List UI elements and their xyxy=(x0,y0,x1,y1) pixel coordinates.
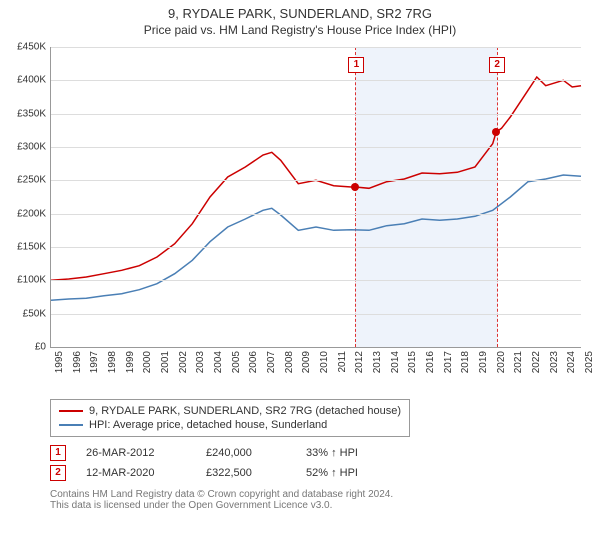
footer-line-2: This data is licensed under the Open Gov… xyxy=(50,500,590,511)
sale-date: 26-MAR-2012 xyxy=(86,447,186,459)
y-axis-label: £250K xyxy=(6,175,46,186)
gridline xyxy=(51,114,581,115)
gridline xyxy=(51,147,581,148)
x-axis-label: 2014 xyxy=(390,351,401,373)
footer: Contains HM Land Registry data © Crown c… xyxy=(50,489,590,511)
y-axis-label: £450K xyxy=(6,42,46,53)
sale-index-box: 1 xyxy=(50,445,66,461)
y-axis-label: £400K xyxy=(6,75,46,86)
sale-row: 2 12-MAR-2020 £322,500 52% ↑ HPI xyxy=(50,463,590,483)
series-property xyxy=(51,77,581,280)
sale-price: £240,000 xyxy=(206,447,286,459)
legend-swatch xyxy=(59,424,83,426)
x-axis-label: 2001 xyxy=(160,351,171,373)
title-block: 9, RYDALE PARK, SUNDERLAND, SR2 7RG Pric… xyxy=(10,6,590,37)
x-axis-label: 2006 xyxy=(248,351,259,373)
sale-date: 12-MAR-2020 xyxy=(86,467,186,479)
x-axis-label: 2024 xyxy=(566,351,577,373)
gridline xyxy=(51,314,581,315)
x-axis-label: 2003 xyxy=(195,351,206,373)
legend-swatch xyxy=(59,410,83,412)
x-axis-label: 1998 xyxy=(107,351,118,373)
x-axis-label: 2019 xyxy=(478,351,489,373)
y-axis-label: £200K xyxy=(6,208,46,219)
sale-delta: 52% ↑ HPI xyxy=(306,467,358,479)
sale-price: £322,500 xyxy=(206,467,286,479)
sale-marker-dot xyxy=(492,128,500,136)
x-axis-label: 2016 xyxy=(425,351,436,373)
line-layer xyxy=(51,47,581,347)
sale-delta: 33% ↑ HPI xyxy=(306,447,358,459)
x-axis-label: 2018 xyxy=(460,351,471,373)
x-axis-label: 2005 xyxy=(231,351,242,373)
y-axis-label: £300K xyxy=(6,142,46,153)
title-address: 9, RYDALE PARK, SUNDERLAND, SR2 7RG xyxy=(10,6,590,21)
x-axis-label: 2015 xyxy=(407,351,418,373)
x-axis-label: 2025 xyxy=(584,351,595,373)
x-axis-label: 2002 xyxy=(178,351,189,373)
sale-marker-label: 2 xyxy=(489,57,505,73)
y-axis-label: £0 xyxy=(6,342,46,353)
x-axis-label: 2004 xyxy=(213,351,224,373)
x-axis-label: 2009 xyxy=(301,351,312,373)
gridline xyxy=(51,180,581,181)
x-axis-label: 2017 xyxy=(443,351,454,373)
x-axis-label: 2020 xyxy=(496,351,507,373)
y-axis-label: £350K xyxy=(6,108,46,119)
gridline xyxy=(51,247,581,248)
x-axis-label: 1999 xyxy=(125,351,136,373)
gridline xyxy=(51,47,581,48)
gridline xyxy=(51,280,581,281)
y-axis-label: £100K xyxy=(6,275,46,286)
sale-row: 1 26-MAR-2012 £240,000 33% ↑ HPI xyxy=(50,443,590,463)
x-axis-label: 2022 xyxy=(531,351,542,373)
footer-line-1: Contains HM Land Registry data © Crown c… xyxy=(50,489,590,500)
y-axis-label: £150K xyxy=(6,242,46,253)
x-axis-label: 2011 xyxy=(337,351,348,373)
plot-area: 12 xyxy=(50,47,581,348)
x-axis-label: 1997 xyxy=(89,351,100,373)
x-axis-label: 1995 xyxy=(54,351,65,373)
legend-label: HPI: Average price, detached house, Sund… xyxy=(89,419,327,431)
x-axis-label: 2021 xyxy=(513,351,524,373)
title-subtitle: Price paid vs. HM Land Registry's House … xyxy=(10,23,590,37)
x-axis-label: 2000 xyxy=(142,351,153,373)
legend: 9, RYDALE PARK, SUNDERLAND, SR2 7RG (det… xyxy=(50,399,410,437)
chart-container: 9, RYDALE PARK, SUNDERLAND, SR2 7RG Pric… xyxy=(0,0,600,517)
x-axis-label: 2008 xyxy=(284,351,295,373)
x-axis-label: 2010 xyxy=(319,351,330,373)
gridline xyxy=(51,214,581,215)
x-axis-label: 2013 xyxy=(372,351,383,373)
sales-list: 1 26-MAR-2012 £240,000 33% ↑ HPI 2 12-MAR-202… xyxy=(50,443,590,483)
sale-marker-label: 1 xyxy=(348,57,364,73)
sale-marker-dot xyxy=(351,183,359,191)
x-axis-label: 2007 xyxy=(266,351,277,373)
sale-index-box: 2 xyxy=(50,465,66,481)
y-axis-label: £50K xyxy=(6,308,46,319)
series-hpi xyxy=(51,175,581,300)
chart: 12 £0£50K£100K£150K£200K£250K£300K£350K£… xyxy=(10,43,584,393)
x-axis-label: 2012 xyxy=(354,351,365,373)
legend-row: 9, RYDALE PARK, SUNDERLAND, SR2 7RG (det… xyxy=(59,404,401,418)
x-axis-label: 1996 xyxy=(72,351,83,373)
gridline xyxy=(51,80,581,81)
x-axis-label: 2023 xyxy=(549,351,560,373)
legend-row: HPI: Average price, detached house, Sund… xyxy=(59,418,401,432)
legend-label: 9, RYDALE PARK, SUNDERLAND, SR2 7RG (det… xyxy=(89,405,401,417)
